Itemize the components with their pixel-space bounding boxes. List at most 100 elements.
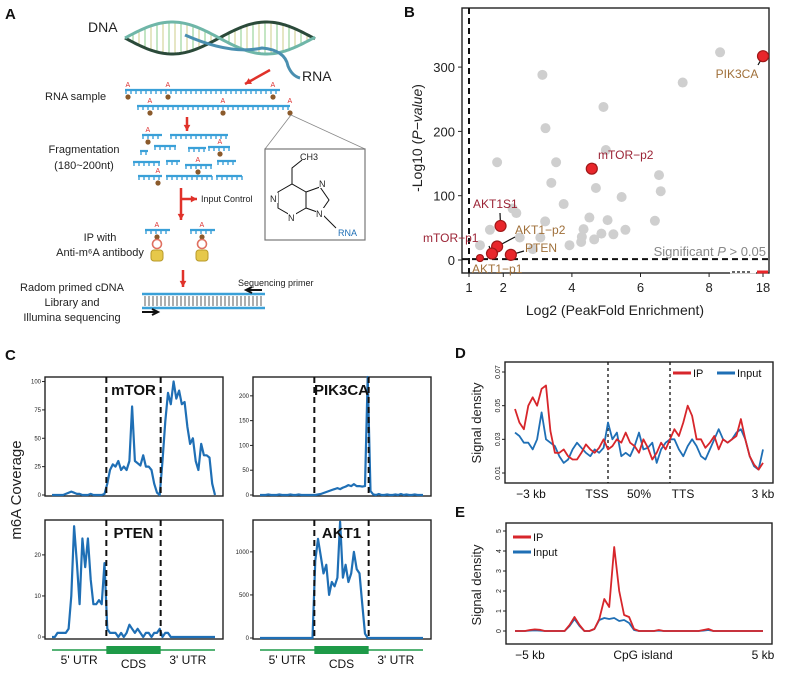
y-tick-label: 100 [433,189,455,204]
y-tick-label: 0.01 [495,466,502,480]
threshold-prefix: Significant [654,244,718,259]
y-tick-label: 1 [496,609,503,613]
plot-frame [461,7,770,274]
series-line-ip [514,384,764,471]
rna-fragment [140,149,148,155]
x-tick-label: TTS [672,487,695,501]
y-tick-label: 10 [34,594,41,600]
scatter-point [537,69,548,80]
scatter-point [484,224,495,235]
methyl-group-icon [155,180,161,186]
y-tick-label: 500 [239,593,250,599]
panel-label-d: D [455,345,466,362]
coverage-plot-akt1: 0 500 1000 AKT1 [236,519,432,642]
point-label: PIK3CA [716,67,759,81]
n-atom: N [288,213,295,223]
scatter-point [620,224,631,235]
scatter-point [546,177,557,188]
dna-strand [124,20,316,56]
y-tick-label: 100 [31,380,42,386]
cds-box [106,646,161,654]
highlighted-point [504,248,517,261]
panel-label-e: E [455,504,465,521]
y-label-suffix: ) [409,84,425,89]
legend-label: Input [737,368,761,380]
highlighted-point [494,219,507,233]
methyl-group-icon [287,110,293,116]
threshold-label: Significant P > 0.05 [654,244,766,259]
x-tick-label: 5 kb [752,648,775,662]
step-rna-sample: RNA sample [45,91,106,103]
rna-transcript [184,33,301,80]
plot-frame [44,519,224,640]
y-tick-label: 75 [34,408,41,414]
series-line-ip [515,546,763,632]
m6a-mark: A [156,168,161,175]
point-label: mTOR−p1 [423,231,479,245]
dna-label: DNA [88,19,118,35]
x-tick-label: 50% [627,487,651,501]
y-tick-label: 0 [38,635,42,641]
red-arrow-icon [179,270,187,287]
m6a-mark: A [200,222,205,229]
step-ip-line1: IP with [84,232,117,244]
threshold-suffix: > 0.05 [726,244,766,259]
inset-box [264,148,366,241]
antibody-loop [151,238,163,250]
panel-a-meripseq-workflow: DNA RNA A A A A A A A A A A A A RNA sample Fragment… [20,19,366,324]
methyl-group-icon [217,151,223,157]
methyl-group-icon [154,234,160,240]
arrow-head [245,78,252,84]
series-line-input [515,617,763,632]
rna-fragment: A [145,222,170,240]
y-tick-label: 100 [239,443,250,449]
step-ip-line2: Anti-m⁶A antibody [56,247,144,259]
x-tick-label: CpG island [613,648,672,662]
scatter-point [590,182,601,193]
plot-frame [44,376,224,497]
y-tick-label: 4 [496,549,503,553]
imidazole-ring [305,186,330,214]
plot-frame [252,376,432,497]
panel-label-b: B [404,4,415,21]
scatter-point [535,232,546,243]
x-tick-label: 6 [637,280,644,295]
region-label-cds: CDS [329,657,354,671]
y-tick-label: 300 [433,60,455,75]
scatter-point [474,240,485,251]
n-atom: N [316,209,323,219]
m6a-mark: A [148,98,153,105]
step-fragment-size: (180~200nt) [54,160,114,172]
rna-fragment: A [190,222,215,240]
legend-label: IP [533,532,543,544]
x-tick-label: 18 [756,280,770,295]
n-atom: N [319,179,326,189]
rna-fragment [166,159,180,165]
coverage-plot-mtor: 0 25 50 75 100 mTOR [31,376,224,499]
scatter-point [527,244,538,255]
scatter-point [598,101,609,112]
antibody-bead-icon [150,238,164,262]
rna-fragment: A [208,139,230,157]
y-tick-label: 0 [246,493,250,499]
ethyl-bond [291,159,303,184]
step-fragmentation: Fragmentation [49,144,120,156]
y-tick-label: 50 [34,436,41,442]
y-tick-label: 1000 [236,550,250,556]
y-tick-label: 2 [496,589,503,593]
y-axis-label: Signal density [469,382,484,463]
scatter-point [584,212,595,223]
scatter-point [564,240,575,251]
zoom-line [290,114,366,150]
rna-attachment-label: RNA [338,228,357,238]
workflow-arrows [177,68,271,287]
y-tick-label: 5 [496,529,503,533]
m6a-mark: A [218,139,223,146]
y-tick-label: 150 [239,419,250,425]
y-tick-label: 0 [496,629,503,633]
rna-strands-illustration: A A A A A A A A A A A A [125,82,293,316]
y-tick-label: 0.07 [495,365,502,379]
highlighted-point [756,50,770,63]
